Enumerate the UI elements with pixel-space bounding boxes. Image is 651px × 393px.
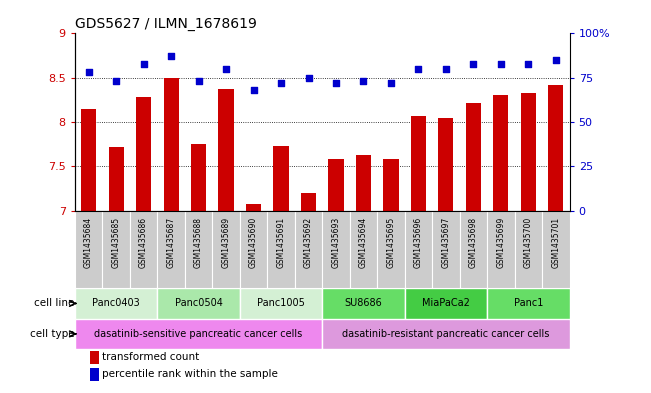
- Bar: [411, 116, 426, 211]
- Point: [441, 66, 451, 72]
- Point: [413, 66, 424, 72]
- Text: GSM1435686: GSM1435686: [139, 217, 148, 268]
- Text: GSM1435699: GSM1435699: [497, 217, 505, 268]
- Bar: [219, 89, 234, 211]
- Bar: [466, 103, 481, 211]
- Text: GSM1435689: GSM1435689: [221, 217, 230, 268]
- Text: GSM1435691: GSM1435691: [277, 217, 286, 268]
- Bar: [158, 288, 240, 319]
- Bar: [136, 97, 151, 211]
- Text: GSM1435698: GSM1435698: [469, 217, 478, 268]
- Bar: [212, 211, 240, 288]
- Bar: [90, 368, 98, 381]
- Point: [193, 78, 204, 84]
- Bar: [377, 211, 405, 288]
- Bar: [75, 288, 158, 319]
- Bar: [102, 211, 130, 288]
- Bar: [158, 211, 185, 288]
- Bar: [273, 146, 288, 211]
- Text: GSM1435696: GSM1435696: [414, 217, 423, 268]
- Point: [83, 69, 94, 75]
- Text: GSM1435687: GSM1435687: [167, 217, 176, 268]
- Bar: [185, 211, 212, 288]
- Text: MiaPaCa2: MiaPaCa2: [422, 298, 470, 309]
- Text: Panc0504: Panc0504: [174, 298, 223, 309]
- Point: [303, 75, 314, 81]
- Bar: [246, 204, 261, 211]
- Bar: [322, 288, 405, 319]
- Text: Panc1005: Panc1005: [257, 298, 305, 309]
- Point: [495, 61, 506, 67]
- Text: Panc0403: Panc0403: [92, 298, 140, 309]
- Text: dasatinib-resistant pancreatic cancer cells: dasatinib-resistant pancreatic cancer ce…: [342, 329, 549, 339]
- Bar: [515, 211, 542, 288]
- Bar: [75, 319, 322, 349]
- Bar: [432, 211, 460, 288]
- Text: GSM1435684: GSM1435684: [84, 217, 93, 268]
- Bar: [438, 118, 454, 211]
- Bar: [295, 211, 322, 288]
- Bar: [322, 211, 350, 288]
- Text: cell line: cell line: [34, 298, 74, 309]
- Bar: [356, 155, 371, 211]
- Text: GSM1435693: GSM1435693: [331, 217, 340, 268]
- Text: GSM1435690: GSM1435690: [249, 217, 258, 268]
- Bar: [130, 211, 158, 288]
- Text: GSM1435688: GSM1435688: [194, 217, 203, 268]
- Point: [221, 66, 231, 72]
- Bar: [542, 211, 570, 288]
- Bar: [81, 109, 96, 211]
- Text: GSM1435697: GSM1435697: [441, 217, 450, 268]
- Bar: [350, 211, 377, 288]
- Point: [468, 61, 478, 67]
- Point: [248, 87, 258, 93]
- Bar: [90, 351, 98, 364]
- Bar: [109, 147, 124, 211]
- Bar: [487, 211, 515, 288]
- Point: [386, 80, 396, 86]
- Bar: [548, 85, 564, 211]
- Point: [111, 78, 121, 84]
- Bar: [240, 288, 322, 319]
- Bar: [240, 211, 268, 288]
- Point: [358, 78, 368, 84]
- Point: [166, 53, 176, 60]
- Point: [139, 61, 149, 67]
- Point: [276, 80, 286, 86]
- Bar: [328, 159, 344, 211]
- Text: GDS5627 / ILMN_1678619: GDS5627 / ILMN_1678619: [75, 17, 256, 31]
- Text: cell type: cell type: [30, 329, 74, 339]
- Bar: [493, 95, 508, 211]
- Text: transformed count: transformed count: [102, 352, 199, 362]
- Bar: [322, 319, 570, 349]
- Text: GSM1435695: GSM1435695: [387, 217, 395, 268]
- Text: percentile rank within the sample: percentile rank within the sample: [102, 369, 278, 379]
- Text: Panc1: Panc1: [514, 298, 543, 309]
- Point: [523, 61, 534, 67]
- Text: dasatinib-sensitive pancreatic cancer cells: dasatinib-sensitive pancreatic cancer ce…: [94, 329, 303, 339]
- Point: [331, 80, 341, 86]
- Bar: [521, 93, 536, 211]
- Bar: [487, 288, 570, 319]
- Bar: [163, 78, 178, 211]
- Bar: [301, 193, 316, 211]
- Bar: [383, 159, 398, 211]
- Bar: [405, 288, 487, 319]
- Bar: [460, 211, 487, 288]
- Point: [551, 57, 561, 63]
- Bar: [191, 144, 206, 211]
- Bar: [405, 211, 432, 288]
- Text: GSM1435700: GSM1435700: [524, 217, 533, 268]
- Bar: [75, 211, 102, 288]
- Text: GSM1435694: GSM1435694: [359, 217, 368, 268]
- Text: GSM1435685: GSM1435685: [111, 217, 120, 268]
- Text: SU8686: SU8686: [344, 298, 382, 309]
- Text: GSM1435701: GSM1435701: [551, 217, 561, 268]
- Text: GSM1435692: GSM1435692: [304, 217, 313, 268]
- Bar: [268, 211, 295, 288]
